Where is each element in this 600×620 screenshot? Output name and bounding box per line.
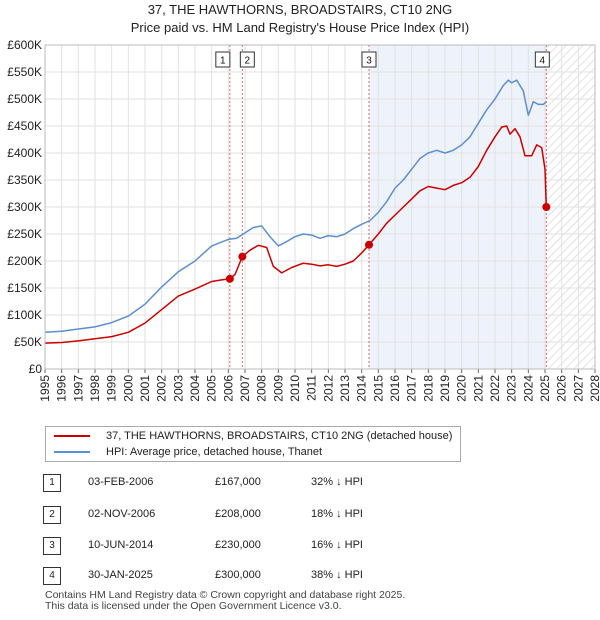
transaction-date: 30-JAN-2025 bbox=[88, 569, 153, 581]
x-tick-label: 1996 bbox=[55, 375, 69, 402]
transaction-hpi-diff: 32% ↓ HPI bbox=[311, 476, 363, 488]
x-tick-label: 1998 bbox=[88, 375, 102, 402]
x-tick-label: 2001 bbox=[138, 375, 152, 402]
x-tick-label: 2019 bbox=[438, 375, 452, 402]
y-tick-label: £450K bbox=[7, 119, 42, 133]
sale-point bbox=[542, 203, 551, 211]
transaction-hpi-diff: 18% ↓ HPI bbox=[311, 508, 363, 520]
x-tick-label: 2012 bbox=[321, 375, 335, 402]
x-tick-label: 2018 bbox=[421, 375, 435, 402]
y-tick-label: £300K bbox=[7, 200, 42, 214]
chart-title-line1: 37, THE HAWTHORNS, BROADSTAIRS, CT10 2NG bbox=[147, 2, 453, 17]
x-tick-label: 2024 bbox=[521, 375, 535, 402]
x-tick-label: 2004 bbox=[188, 375, 202, 402]
x-tick-label: 2006 bbox=[221, 375, 235, 402]
transaction-price: £300,000 bbox=[215, 569, 261, 581]
x-tick-label: 2028 bbox=[588, 375, 600, 402]
sale-point bbox=[225, 274, 234, 283]
x-tick-label: 2009 bbox=[271, 375, 285, 402]
chart-title: 37, THE HAWTHORNS, BROADSTAIRS, CT10 2NG… bbox=[0, 1, 600, 37]
sale-number-label: 3 bbox=[366, 56, 372, 67]
x-tick-label: 2020 bbox=[455, 375, 469, 402]
x-tick-label: 2000 bbox=[121, 375, 135, 402]
x-tick-label: 1997 bbox=[71, 375, 85, 402]
x-tick-label: 2017 bbox=[405, 375, 419, 402]
legend: 37, THE HAWTHORNS, BROADSTAIRS, CT10 2NG… bbox=[45, 426, 461, 462]
transaction-price: £208,000 bbox=[215, 508, 261, 520]
legend-label-hpi: HPI: Average price, detached house, Than… bbox=[106, 446, 323, 458]
sale-number-box bbox=[239, 51, 255, 68]
transaction-number: 1 bbox=[43, 474, 61, 492]
x-tick-label: 2021 bbox=[471, 375, 485, 402]
y-tick-label: £250K bbox=[7, 227, 42, 241]
x-tick-label: 2005 bbox=[205, 375, 219, 402]
transaction-number: 4 bbox=[43, 567, 61, 585]
x-tick-label: 2011 bbox=[305, 375, 319, 401]
hpi-line bbox=[44, 79, 547, 334]
x-tick-label: 2014 bbox=[355, 375, 369, 402]
x-tick-label: 2027 bbox=[571, 375, 585, 402]
y-tick-label: £100K bbox=[7, 308, 42, 322]
y-tick-label: £350K bbox=[7, 173, 42, 187]
transaction-hpi-diff: 16% ↓ HPI bbox=[311, 539, 363, 551]
transaction-price: £230,000 bbox=[215, 539, 261, 551]
transaction-price: £167,000 bbox=[215, 476, 261, 488]
transaction-row: 1 03-FEB-2006 £167,000 32% ↓ HPI bbox=[43, 474, 463, 494]
sale-number-box bbox=[215, 51, 231, 68]
y-tick-label: £500K bbox=[7, 92, 42, 106]
transaction-date: 02-NOV-2006 bbox=[88, 508, 156, 520]
y-tick-label: £0 bbox=[29, 362, 43, 376]
x-tick-label: 2010 bbox=[288, 375, 302, 402]
sale-point bbox=[365, 240, 373, 249]
x-tick-label: 2023 bbox=[505, 375, 519, 402]
footer-copyright: Contains HM Land Registry data © Crown c… bbox=[45, 589, 406, 601]
footer-licence: This data is licensed under the Open Gov… bbox=[45, 600, 342, 612]
legend-label-property: 37, THE HAWTHORNS, BROADSTAIRS, CT10 2NG… bbox=[106, 430, 453, 442]
transaction-number: 3 bbox=[43, 537, 61, 555]
transaction-date: 10-JUN-2014 bbox=[88, 539, 154, 551]
x-tick-label: 2003 bbox=[171, 375, 185, 402]
x-tick-label: 2008 bbox=[255, 375, 269, 402]
chart-subtitle: Price paid vs. HM Land Registry's House … bbox=[130, 20, 470, 35]
y-tick-label: £50K bbox=[14, 335, 42, 349]
x-tick-label: 2002 bbox=[155, 375, 169, 402]
price-chart: 1 2 3 4 £0 £50K £100K £150K £200K £250K £300K £350… bbox=[7, 38, 600, 402]
sale-number-box bbox=[361, 51, 377, 68]
x-tick-label: 1999 bbox=[105, 375, 119, 402]
x-tick-label: 2022 bbox=[488, 375, 502, 402]
legend-item-hpi: HPI: Average price, detached house, Than… bbox=[54, 444, 322, 460]
x-tick-label: 2026 bbox=[555, 375, 569, 402]
transaction-number: 2 bbox=[43, 506, 61, 524]
x-tick-label: 2016 bbox=[388, 375, 402, 402]
y-tick-label: £550K bbox=[7, 65, 42, 79]
x-tick-label: 2015 bbox=[371, 375, 385, 402]
x-tick-label: 2025 bbox=[538, 375, 552, 402]
y-tick-label: £200K bbox=[7, 254, 42, 268]
sale-number-label: 4 bbox=[540, 56, 546, 67]
x-tick-label: 2013 bbox=[338, 375, 352, 402]
transaction-row: 3 10-JUN-2014 £230,000 16% ↓ HPI bbox=[43, 537, 463, 557]
y-tick-label: £400K bbox=[7, 146, 42, 160]
x-tick-label: 1995 bbox=[38, 375, 52, 402]
transaction-row: 4 30-JAN-2025 £300,000 38% ↓ HPI bbox=[43, 567, 463, 587]
legend-swatch-property bbox=[54, 435, 90, 437]
transaction-date: 03-FEB-2006 bbox=[88, 476, 154, 488]
sale-number-label: 2 bbox=[245, 56, 251, 67]
property-price-line bbox=[44, 125, 548, 344]
legend-item-property: 37, THE HAWTHORNS, BROADSTAIRS, CT10 2NG… bbox=[54, 428, 452, 444]
transaction-hpi-diff: 38% ↓ HPI bbox=[311, 569, 363, 581]
sale-number-label: 1 bbox=[220, 56, 226, 67]
y-tick-label: £150K bbox=[7, 281, 42, 295]
footer: Contains HM Land Registry data © Crown c… bbox=[45, 590, 405, 612]
transaction-row: 2 02-NOV-2006 £208,000 18% ↓ HPI bbox=[43, 506, 463, 526]
plot-border bbox=[44, 44, 596, 370]
legend-swatch-hpi bbox=[54, 451, 90, 453]
sale-number-box bbox=[534, 51, 550, 68]
sale-point bbox=[238, 252, 247, 261]
y-tick-label: £600K bbox=[7, 38, 42, 52]
x-tick-label: 2007 bbox=[238, 375, 252, 402]
